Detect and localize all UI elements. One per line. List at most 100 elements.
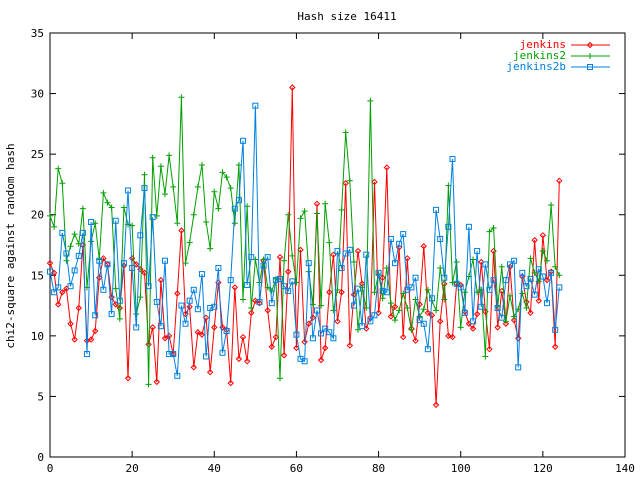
data-point-jenkins2 <box>498 263 505 270</box>
data-point-jenkins2b <box>71 267 78 274</box>
data-point-jenkins2 <box>223 174 230 181</box>
data-point-jenkins2 <box>392 317 398 324</box>
data-point-jenkins2 <box>186 239 193 246</box>
data-point-jenkins <box>186 303 193 310</box>
data-point-jenkins <box>272 333 280 341</box>
data-point-jenkins2 <box>289 252 296 259</box>
data-point-jenkins2b <box>334 248 341 255</box>
data-point-jenkins2b <box>396 240 403 247</box>
data-point-jenkins <box>289 84 296 91</box>
data-point-jenkins2b <box>100 286 107 293</box>
data-point-jenkins2 <box>207 245 214 252</box>
data-point-jenkins2b <box>363 251 370 258</box>
data-point-jenkins <box>256 299 263 307</box>
x-tick-label: 100 <box>451 462 471 475</box>
data-point-jenkins <box>400 333 407 341</box>
data-point-jenkins2b <box>482 261 489 268</box>
data-point-jenkins <box>424 309 432 317</box>
data-point-jenkins2b <box>461 309 468 316</box>
data-point-jenkins <box>285 268 292 275</box>
data-point-jenkins2b <box>502 277 509 284</box>
data-point-jenkins2b <box>359 323 366 330</box>
data-point-jenkins <box>436 318 444 325</box>
data-point-jenkins2 <box>548 202 555 209</box>
data-point-jenkins2b <box>379 288 386 295</box>
data-point-jenkins2b <box>166 351 173 358</box>
data-point-jenkins <box>243 358 251 365</box>
data-point-jenkins2b <box>556 284 563 291</box>
data-point-jenkins2 <box>470 256 477 263</box>
data-point-jenkins2b <box>531 291 538 298</box>
data-point-jenkins2 <box>51 223 58 230</box>
data-point-jenkins2b <box>453 280 460 287</box>
data-point-jenkins2 <box>108 204 115 211</box>
data-point-jenkins <box>391 303 399 310</box>
data-point-jenkins <box>338 289 345 296</box>
data-point-jenkins <box>268 343 275 350</box>
data-point-jenkins2b <box>55 284 62 291</box>
data-point-jenkins <box>478 258 485 266</box>
data-point-jenkins <box>55 301 62 308</box>
series-line-jenkins2b <box>49 105 560 376</box>
data-point-jenkins <box>248 309 255 317</box>
data-point-jenkins2b <box>338 265 345 272</box>
data-point-jenkins <box>432 401 440 409</box>
data-point-jenkins2b <box>235 197 242 204</box>
data-point-jenkins2b <box>141 185 148 192</box>
data-point-jenkins2 <box>404 304 411 311</box>
data-point-jenkins2 <box>531 269 538 276</box>
data-point-jenkins2 <box>277 375 283 382</box>
data-point-jenkins2 <box>141 171 148 178</box>
data-point-jenkins2b <box>392 260 398 267</box>
data-point-jenkins2b <box>367 318 374 325</box>
data-point-jenkins2 <box>387 300 394 307</box>
data-point-jenkins2b <box>268 300 275 307</box>
data-point-jenkins2 <box>162 191 168 198</box>
data-point-jenkins2b <box>88 218 95 225</box>
data-point-jenkins2 <box>363 304 370 311</box>
data-point-jenkins2 <box>482 353 489 360</box>
data-point-jenkins2 <box>47 212 53 219</box>
data-point-jenkins2b <box>305 260 312 267</box>
data-point-jenkins <box>539 232 547 239</box>
data-point-jenkins2b <box>178 302 185 309</box>
data-point-jenkins2b <box>412 274 419 281</box>
data-point-jenkins2b <box>433 206 440 213</box>
data-point-jenkins <box>194 329 202 336</box>
data-point-jenkins2 <box>116 315 123 322</box>
data-point-jenkins2 <box>203 218 210 225</box>
series-jenkins2b <box>47 102 563 379</box>
data-point-jenkins2 <box>120 204 127 211</box>
data-point-jenkins2b <box>535 266 542 273</box>
data-point-jenkins2 <box>281 257 288 264</box>
x-tick-label: 80 <box>372 462 385 475</box>
data-point-jenkins2 <box>174 220 181 227</box>
data-point-jenkins2b <box>157 323 164 330</box>
data-point-jenkins2b <box>120 260 127 267</box>
data-point-jenkins2b <box>375 269 382 276</box>
data-point-jenkins2 <box>112 285 119 292</box>
data-point-jenkins2 <box>166 152 173 159</box>
data-point-jenkins2b <box>153 298 160 305</box>
data-point-jenkins <box>510 316 518 324</box>
data-point-jenkins2b <box>289 278 296 285</box>
data-point-jenkins2b <box>244 281 251 288</box>
data-point-jenkins <box>379 274 386 281</box>
data-point-jenkins2b <box>174 372 181 379</box>
data-point-jenkins2b <box>437 235 444 242</box>
data-point-jenkins2b <box>293 331 300 338</box>
data-point-jenkins2b <box>219 349 226 356</box>
data-point-jenkins <box>527 309 534 317</box>
data-point-jenkins2 <box>338 206 345 213</box>
data-point-jenkins2b <box>63 250 70 257</box>
data-point-jenkins2b <box>223 328 230 335</box>
data-point-jenkins2 <box>502 318 509 325</box>
data-point-jenkins <box>309 314 317 321</box>
x-tick-label: 40 <box>208 462 221 475</box>
data-point-jenkins2 <box>367 97 374 104</box>
data-point-jenkins <box>145 341 152 348</box>
data-point-jenkins <box>383 164 390 171</box>
data-point-jenkins <box>301 338 308 346</box>
data-point-jenkins2 <box>59 180 66 187</box>
